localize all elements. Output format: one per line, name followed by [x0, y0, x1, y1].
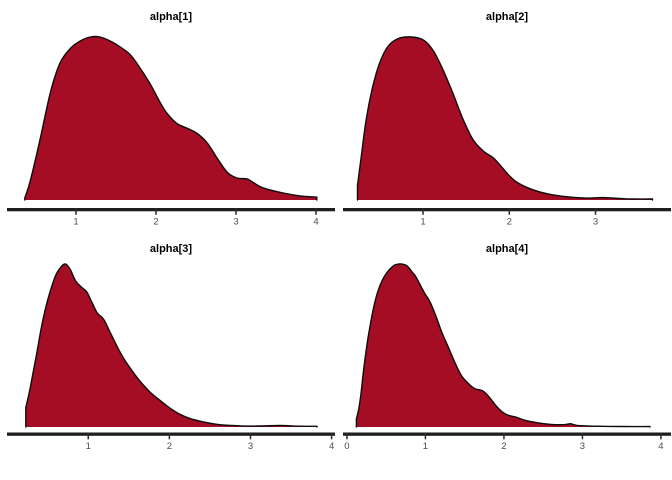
x-axis-ticks: 0 1 2 3 4	[344, 432, 664, 452]
x-tick-label: 1	[420, 217, 425, 228]
x-axis-line	[7, 432, 335, 436]
x-tick-label: 2	[167, 441, 172, 452]
x-tick-label: 2	[507, 217, 512, 228]
density-plot-svg: alpha[3] 1 2 3 4	[7, 243, 335, 452]
panel-alpha-1: alpha[1] 1 2 3 4	[0, 0, 336, 240]
density-plot-svg: alpha[4] 0 1 2 3 4	[343, 243, 671, 452]
panel-title: alpha[2]	[486, 11, 529, 23]
x-tick-label: 1	[73, 217, 78, 228]
panel-title: alpha[1]	[150, 11, 193, 23]
x-tick-label: 3	[593, 217, 598, 228]
x-tick-label: 4	[329, 441, 334, 452]
x-tick-label: 3	[248, 441, 253, 452]
x-axis-line	[343, 432, 671, 436]
panel-alpha-3: alpha[3] 1 2 3 4	[0, 240, 336, 480]
x-tick-label: 2	[501, 441, 506, 452]
density-fill-area	[356, 263, 650, 427]
density-fill-area	[357, 36, 653, 200]
density-plot-svg: alpha[2] 1 2 3	[343, 11, 671, 228]
x-tick-label: 2	[153, 217, 158, 228]
x-axis-ticks: 1 2 3 4	[73, 208, 319, 228]
density-outline	[24, 35, 318, 201]
density-fill-area	[25, 263, 318, 427]
density-plot-svg: alpha[1] 1 2 3 4	[7, 11, 335, 228]
x-tick-label: 1	[423, 441, 428, 452]
x-tick-label: 1	[86, 441, 91, 452]
panel-title: alpha[3]	[150, 243, 193, 255]
density-outline	[355, 263, 651, 428]
panel-title: alpha[4]	[486, 243, 529, 255]
x-tick-label: 3	[580, 441, 585, 452]
x-axis-line	[343, 208, 671, 212]
panel-alpha-4: alpha[4] 0 1 2 3 4	[336, 240, 672, 480]
panel-alpha-2: alpha[2] 1 2 3	[336, 0, 672, 240]
x-tick-label: 3	[233, 217, 238, 228]
density-outline	[356, 36, 654, 201]
x-axis-ticks: 1 2 3 4	[86, 432, 334, 452]
x-axis-line	[7, 208, 335, 212]
density-outline	[25, 263, 318, 428]
x-tick-label: 0	[344, 441, 349, 452]
x-axis-ticks: 1 2 3	[420, 208, 598, 228]
x-tick-label: 4	[313, 217, 318, 228]
x-tick-label: 4	[658, 441, 663, 452]
